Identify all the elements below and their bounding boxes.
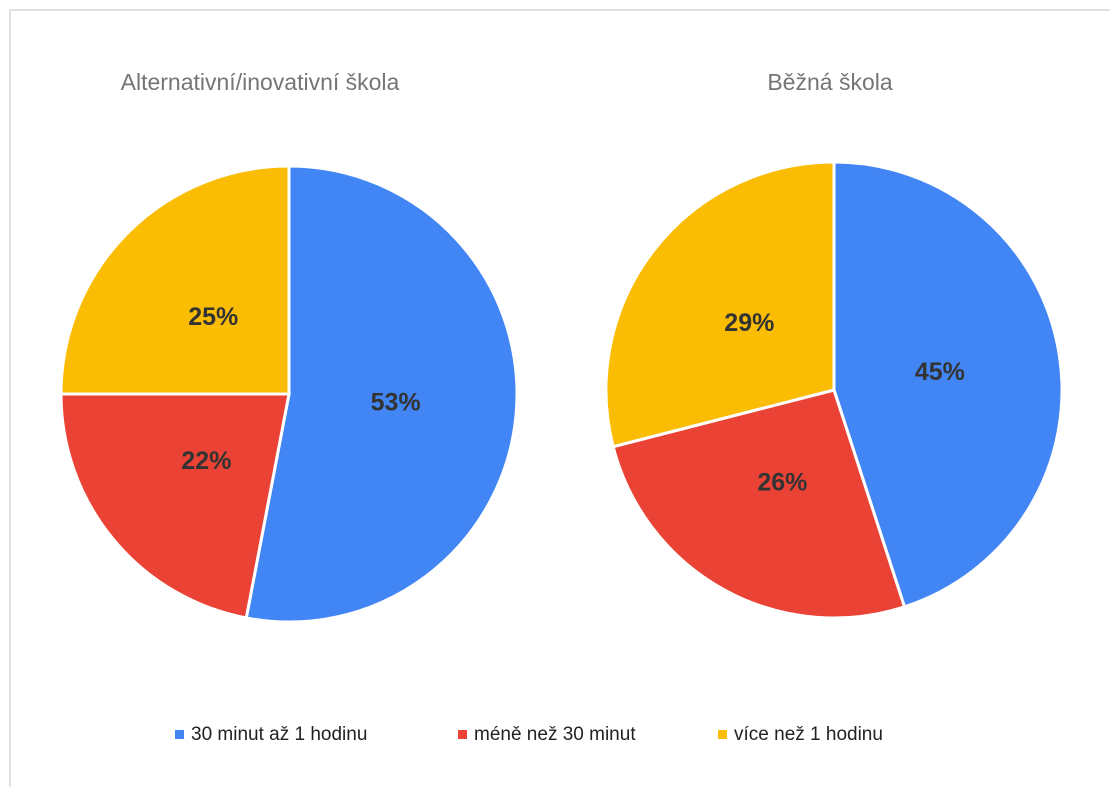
- data-label: 45%: [915, 358, 965, 386]
- data-label: 53%: [371, 389, 421, 417]
- pie-slice: [604, 160, 836, 449]
- data-label: 29%: [724, 309, 774, 337]
- frame: [9, 9, 1110, 787]
- chart-title: Alternativní/inovativní škola: [121, 69, 400, 95]
- pie-slice: [59, 164, 291, 396]
- pie-slice: [59, 392, 291, 620]
- legend-swatch: [718, 730, 727, 739]
- legend-swatch: [175, 730, 184, 739]
- legend-swatch: [458, 730, 467, 739]
- pie-slice: [244, 164, 519, 624]
- data-label: 26%: [757, 469, 807, 497]
- chart-title: Běžná škola: [767, 69, 893, 95]
- data-label: 22%: [181, 447, 231, 475]
- legend-label: méně než 30 minut: [474, 724, 636, 745]
- legend-label: více než 1 hodinu: [734, 724, 883, 745]
- data-label: 25%: [188, 303, 238, 331]
- pie-slice: [611, 388, 907, 620]
- pie-slice: [832, 160, 1064, 609]
- legend-label: 30 minut až 1 hodinu: [191, 724, 367, 745]
